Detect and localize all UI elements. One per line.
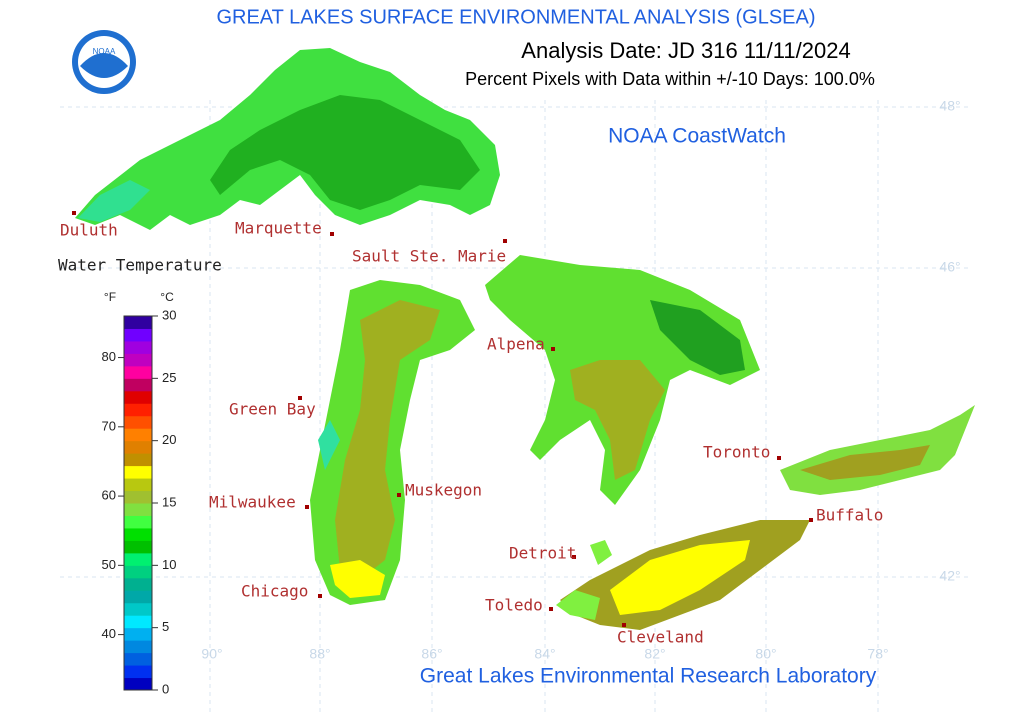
city-label: Duluth <box>60 221 118 240</box>
color-swatch <box>124 565 152 579</box>
lake-ontario <box>780 405 975 495</box>
city-marker <box>298 396 302 400</box>
lake-superior <box>75 48 500 230</box>
color-swatch <box>124 465 152 479</box>
city-marker <box>549 607 553 611</box>
city-label: Cleveland <box>617 628 704 647</box>
city-marker <box>551 347 555 351</box>
color-swatch <box>124 328 152 342</box>
color-swatch <box>124 390 152 404</box>
longitude-label: 86° <box>421 646 442 662</box>
city-marker <box>622 623 626 627</box>
color-swatch <box>124 602 152 616</box>
city-label: Sault Ste. Marie <box>352 247 506 266</box>
city-marker <box>777 456 781 460</box>
noaa-logo: NOAA <box>72 30 136 94</box>
f-tick-label: 80 <box>102 349 116 364</box>
longitude-label: 80° <box>755 646 776 662</box>
color-swatch <box>124 415 152 429</box>
city-label: Buffalo <box>816 506 883 525</box>
color-swatch <box>124 577 152 591</box>
city-label: Toronto <box>703 443 770 462</box>
color-swatch <box>124 316 152 329</box>
city-marker <box>305 505 309 509</box>
city-label: Marquette <box>235 219 322 238</box>
city-marker <box>397 493 401 497</box>
color-swatch <box>124 340 152 354</box>
city-label: Muskegon <box>405 481 482 500</box>
color-swatch <box>124 403 152 417</box>
color-swatch <box>124 365 152 379</box>
legend-title: Water Temperature <box>58 256 222 275</box>
c-tick-label: 5 <box>162 619 169 634</box>
city-label: Chicago <box>241 582 308 601</box>
city-marker <box>809 518 813 522</box>
longitude-label: 82° <box>644 646 665 662</box>
city-label: Milwaukee <box>209 493 296 512</box>
c-tick-label: 15 <box>162 494 176 509</box>
color-swatch <box>124 503 152 516</box>
color-swatch <box>124 615 152 629</box>
longitude-label: 78° <box>867 646 888 662</box>
c-tick-label: 25 <box>162 370 176 385</box>
city-label: Green Bay <box>229 400 316 419</box>
c-tick-label: 30 <box>162 307 176 322</box>
color-swatch <box>124 665 152 679</box>
color-swatch <box>124 478 152 492</box>
color-swatch <box>124 540 152 554</box>
color-swatch <box>124 515 152 529</box>
color-swatch <box>124 440 152 454</box>
city-label: Detroit <box>509 544 576 563</box>
c-unit: °C <box>160 290 174 304</box>
title: GREAT LAKES SURFACE ENVIRONMENTAL ANALYS… <box>216 6 815 28</box>
color-swatch <box>124 552 152 566</box>
latitude-label: 48° <box>939 98 960 114</box>
lake-huron <box>485 255 760 505</box>
lake-michigan <box>310 280 475 605</box>
city-marker <box>503 239 507 243</box>
city-label: Toledo <box>485 596 543 615</box>
color-swatch <box>124 590 152 604</box>
f-tick-label: 70 <box>102 418 116 433</box>
credit: Great Lakes Environmental Research Labor… <box>420 665 877 688</box>
color-swatch <box>124 677 152 691</box>
longitude-label: 90° <box>201 646 222 662</box>
color-swatch <box>124 640 152 654</box>
color-swatch <box>124 627 152 641</box>
c-tick-label: 10 <box>162 557 176 572</box>
c-tick-label: 0 <box>162 681 169 696</box>
latitude-label: 42° <box>939 568 960 584</box>
longitude-label: 88° <box>309 646 330 662</box>
source: NOAA CoastWatch <box>608 125 786 148</box>
color-swatch <box>124 353 152 367</box>
color-swatch <box>124 453 152 467</box>
city-marker <box>72 211 76 215</box>
city-marker <box>572 555 576 559</box>
color-swatch <box>124 527 152 541</box>
analysis-date: Analysis Date: JD 316 11/11/2024 <box>521 38 850 63</box>
color-swatch <box>124 490 152 504</box>
city-marker <box>318 594 322 598</box>
color-swatch <box>124 652 152 666</box>
percent-pixels: Percent Pixels with Data within +/-10 Da… <box>465 69 875 89</box>
f-tick-label: 50 <box>102 557 116 572</box>
color-swatch <box>124 378 152 392</box>
logo-text: NOAA <box>93 47 116 56</box>
lake-erie <box>556 520 810 630</box>
latitude-label: 46° <box>939 259 960 275</box>
city-label: Alpena <box>487 335 545 354</box>
f-tick-label: 40 <box>102 626 116 641</box>
f-tick-label: 60 <box>102 488 116 503</box>
c-tick-label: 20 <box>162 432 176 447</box>
city-marker <box>330 232 334 236</box>
longitude-label: 84° <box>534 646 555 662</box>
f-unit: °F <box>104 290 116 304</box>
color-swatch <box>124 428 152 442</box>
